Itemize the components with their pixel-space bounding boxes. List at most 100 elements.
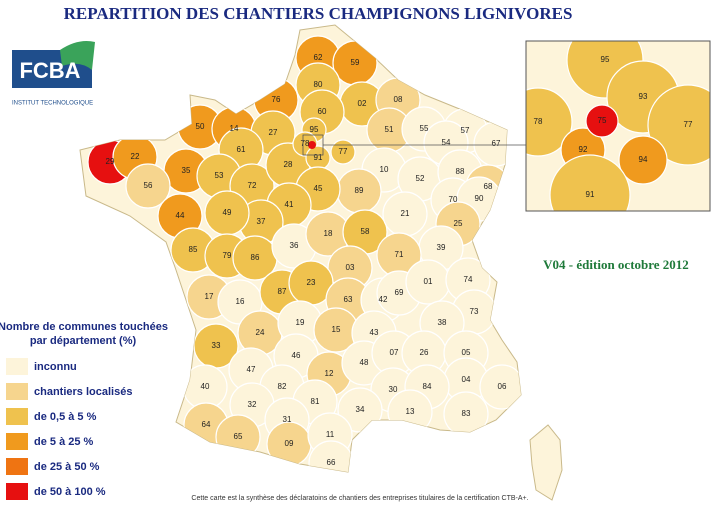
department-code: 02 — [358, 99, 367, 108]
department-code: 90 — [475, 194, 484, 203]
department-code: 72 — [248, 181, 257, 190]
department-code: 43 — [370, 328, 379, 337]
title: REPARTITION DES CHANTIERS CHAMPIGNONS LI… — [64, 4, 573, 23]
department-code: 53 — [215, 171, 224, 180]
inset-code: 92 — [579, 145, 588, 154]
department-code: 07 — [390, 348, 399, 357]
department-code: 40 — [201, 382, 210, 391]
department-code: 64 — [202, 420, 211, 429]
department-code: 45 — [314, 184, 323, 193]
legend-label: de 0,5 à 5 % — [34, 411, 97, 423]
inset-code: 78 — [534, 117, 543, 126]
inset-code: 94 — [639, 155, 648, 164]
department-code: 50 — [196, 122, 205, 131]
inset-department — [647, 84, 710, 166]
legend-label: chantiers localisés — [34, 386, 132, 398]
departments: 62 59 80 02 60 08 76 50 14 29 22 35 56 44 27 61 53 72 28 95… — [87, 35, 521, 472]
department-code: 76 — [272, 95, 281, 104]
legend-swatch — [6, 458, 28, 475]
department-code: 41 — [285, 200, 294, 209]
department-code: 62 — [314, 53, 323, 62]
department-code: 49 — [223, 208, 232, 217]
department-code: 33 — [212, 341, 221, 350]
department-code: 54 — [442, 138, 451, 147]
map: 62 59 80 02 60 08 76 50 14 29 22 35 56 44 27 61 53 72 28 95… — [79, 24, 563, 501]
inset: 95 93 77 78 92 94 91 75 — [525, 40, 711, 212]
legend-swatch — [6, 358, 28, 375]
inset-department — [526, 87, 573, 157]
department-code: 11 — [326, 430, 335, 439]
department-code: 89 — [355, 186, 364, 195]
department — [330, 139, 356, 165]
department-code: 03 — [346, 263, 355, 272]
logo-wave — [60, 41, 95, 70]
department-code: 28 — [284, 160, 293, 169]
department-code: 39 — [437, 243, 446, 252]
inset-department — [618, 135, 668, 185]
paris — [308, 141, 316, 149]
department-code: 71 — [395, 250, 404, 259]
legend-title: par département (%) — [30, 335, 137, 347]
legend: Nombre de communes touchées par départem… — [0, 321, 168, 500]
legend-label: inconnu — [34, 361, 77, 373]
legend-label: de 50 à 100 % — [34, 486, 106, 498]
department-code: 37 — [257, 217, 266, 226]
department-code: 44 — [176, 211, 185, 220]
department-code: 01 — [424, 277, 433, 286]
department-code: 16 — [236, 297, 245, 306]
department-code: 59 — [351, 58, 360, 67]
legend-label: de 25 à 50 % — [34, 461, 100, 473]
department-code: 08 — [394, 95, 403, 104]
department-code: 32 — [248, 400, 257, 409]
department-code: 55 — [420, 124, 429, 133]
department-code: 18 — [324, 229, 333, 238]
department-code: 51 — [385, 125, 394, 134]
department-code: 26 — [420, 348, 429, 357]
department — [479, 364, 521, 410]
footnote: Cette carte est la synthèse des déclarat… — [191, 495, 528, 502]
department-code: 83 — [462, 409, 471, 418]
department-code: 61 — [237, 145, 246, 154]
department-code: 30 — [389, 385, 398, 394]
corsica — [529, 424, 563, 501]
logo-subtitle: INSTITUT TECHNOLOGIQUE — [12, 101, 93, 107]
department-code: 68 — [484, 182, 493, 191]
department-code: 24 — [256, 328, 265, 337]
legend-swatch — [6, 408, 28, 425]
department-code: 66 — [327, 458, 336, 467]
inset-code: 75 — [598, 116, 607, 125]
department-code: 69 — [395, 288, 404, 297]
department-code: 14 — [230, 124, 239, 133]
department-code: 95 — [310, 125, 319, 134]
department-code: 78 — [301, 139, 310, 148]
department-code: 84 — [423, 382, 432, 391]
legend-swatch — [6, 383, 28, 400]
department — [125, 163, 171, 209]
inset-department — [549, 154, 631, 211]
department-code: 57 — [461, 126, 470, 135]
inset-departments: 95 93 77 78 92 94 91 75 — [526, 41, 710, 211]
department-code: 67 — [492, 139, 501, 148]
department-code: 86 — [251, 253, 260, 262]
department-code: 81 — [311, 397, 320, 406]
department-code: 70 — [449, 195, 458, 204]
edition: V04 - édition octobre 2012 — [543, 257, 689, 272]
department-code: 60 — [318, 107, 327, 116]
logo: FCBA INSTITUT TECHNOLOGIQUE — [12, 41, 95, 107]
legend-title: Nombre de communes touchées — [0, 321, 168, 333]
department-code: 15 — [332, 325, 341, 334]
department — [337, 387, 383, 433]
department-code: 56 — [144, 181, 153, 190]
department-code: 35 — [182, 166, 191, 175]
department-code: 38 — [438, 318, 447, 327]
department-code: 79 — [223, 251, 232, 260]
department-code: 06 — [498, 382, 507, 391]
department-code: 05 — [462, 348, 471, 357]
department-code: 31 — [283, 415, 292, 424]
department-code: 04 — [462, 375, 471, 384]
department-code: 29 — [106, 157, 115, 166]
department-code: 87 — [278, 287, 287, 296]
department-code: 10 — [380, 165, 389, 174]
inset-code: 91 — [586, 190, 595, 199]
